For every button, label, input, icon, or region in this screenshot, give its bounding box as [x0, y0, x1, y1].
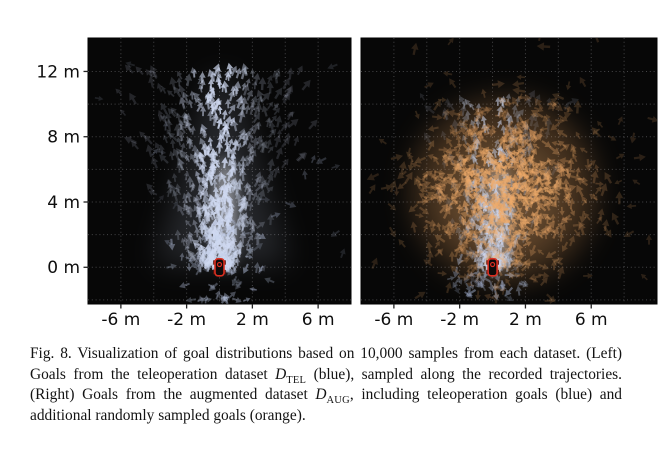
- caption-text: (blue), sampled along the recorded traje…: [30, 365, 622, 404]
- axis-ticks: -6 m -2 m 2 m 6 m: [374, 304, 608, 330]
- x-tick-label: -6 m: [101, 310, 140, 330]
- x-tick-label: -6 m: [374, 310, 413, 330]
- dataset-subscript-aug: AUG: [326, 395, 350, 407]
- caption-text: , including teleoperation goals (blue) a…: [30, 386, 622, 425]
- caption-text: Fig. 8. Visualization of goal distributi…: [30, 345, 622, 383]
- x-tick-label: 6 m: [302, 310, 335, 330]
- y-tick-label: 4 m: [47, 193, 80, 213]
- dataset-symbol-tel: D: [275, 365, 287, 383]
- left-plot-teleoperation-dataset: -6 m -2 m 2 m 6 m 0 m 4 m 8 m 12 m: [36, 37, 352, 330]
- right-plot-augmented-dataset: -6 m -2 m 2 m 6 m: [360, 37, 658, 330]
- augmented-random-goals-arrows: [366, 38, 657, 304]
- x-tick-label: 6 m: [575, 310, 608, 330]
- teleop-goals-origin-scatter-arrows: [166, 217, 275, 304]
- x-tick-label: -2 m: [440, 310, 479, 330]
- robot-marker: [213, 257, 226, 277]
- figure-caption: Fig. 8. Visualization of goal distributi…: [30, 344, 622, 427]
- plot-content: [88, 38, 351, 304]
- dataset-subscript-tel: TEL: [286, 374, 307, 386]
- y-tick-label: 12 m: [36, 62, 80, 82]
- axis-ticks: -6 m -2 m 2 m 6 m 0 m 4 m 8 m 12 m: [36, 62, 334, 330]
- x-tick-label: -2 m: [167, 310, 206, 330]
- robot-marker: [486, 257, 499, 277]
- y-tick-label: 0 m: [47, 258, 80, 278]
- goal-distribution-figure: -6 m -2 m 2 m 6 m 0 m 4 m 8 m 12 m -6 m -2 m 2 m 6…: [36, 37, 658, 330]
- y-tick-label: 8 m: [47, 128, 80, 148]
- plot-content: [361, 38, 657, 304]
- teleop-goals-outliers-arrows: [94, 61, 346, 259]
- x-tick-label: 2 m: [236, 310, 269, 330]
- x-tick-label: 2 m: [509, 310, 542, 330]
- dataset-symbol-aug: D: [315, 386, 327, 404]
- teleop-goals-origin-scatter-arrows: [447, 230, 529, 296]
- teleop-goals-plume-arrows: [115, 62, 318, 273]
